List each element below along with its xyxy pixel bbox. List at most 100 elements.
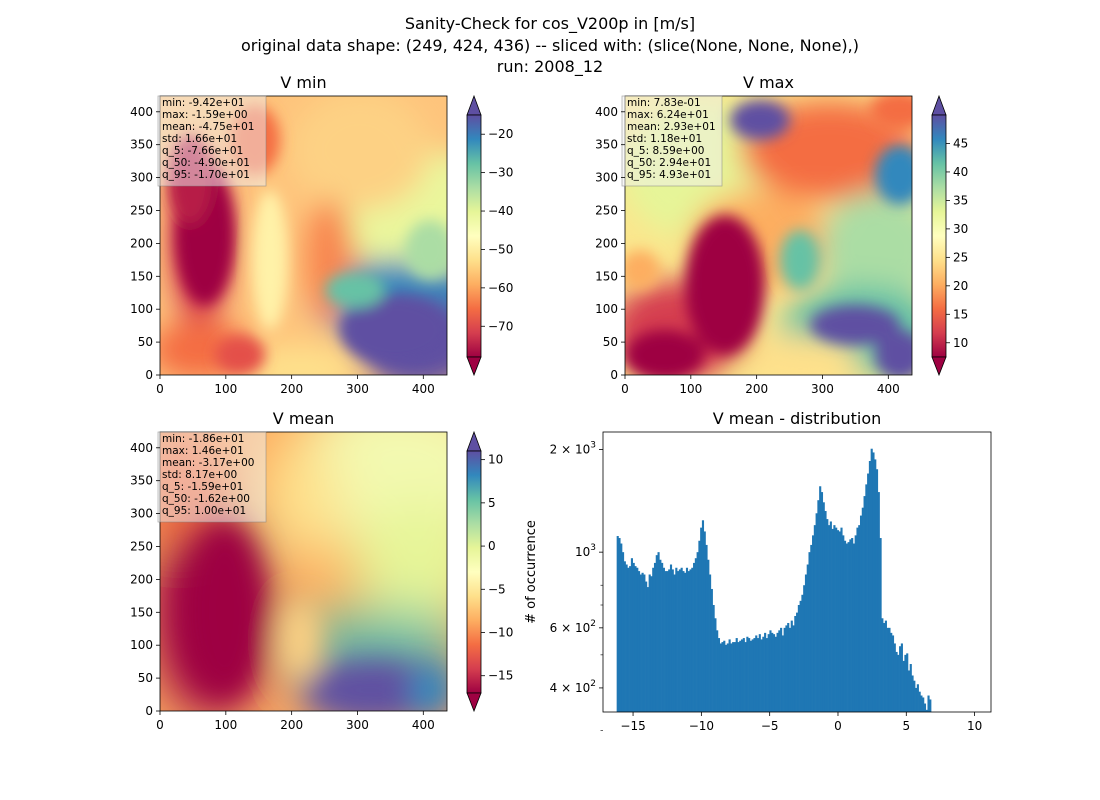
v-min-stat-line: min: -9.42e+01	[162, 97, 244, 109]
histogram-bar	[774, 636, 777, 712]
panel-v-min-colorbar: −70 −60 −50 −40 −30 −20	[466, 94, 513, 377]
y-tick-label: 200	[595, 236, 618, 250]
panel-v-mean-distribution: V mean - distribution # of occurrence −1…	[524, 409, 992, 733]
histogram-bar	[824, 511, 827, 712]
histogram-bar	[623, 561, 626, 712]
v-min-stat-line: q_95: -1.70e+01	[162, 169, 250, 181]
histogram-bar	[675, 567, 678, 712]
y-tick-label: 0	[145, 704, 153, 718]
x-tick-label: 300	[811, 382, 834, 396]
histogram-bar	[689, 569, 692, 712]
histogram-bar	[778, 630, 781, 712]
histogram-bar	[767, 634, 770, 712]
colorbar-gradient	[466, 450, 482, 694]
colorbar-tick-label: −60	[488, 281, 513, 295]
histogram-bar	[868, 461, 871, 712]
histogram-bar	[870, 448, 873, 712]
v-mean-stat-line: q_95: 1.00e+01	[162, 505, 246, 517]
colorbar-tick-label: −20	[488, 127, 513, 141]
histogram-bar	[859, 515, 863, 712]
figure-title-line-2: original data shape: (249, 424, 436) -- …	[241, 36, 859, 55]
histogram-bar	[895, 651, 898, 712]
histogram-bar	[680, 567, 683, 712]
histogram-bar	[843, 540, 847, 712]
histogram-bar	[678, 569, 681, 712]
histogram-bar	[739, 640, 742, 712]
histogram-bar	[772, 634, 776, 712]
histogram-bar	[927, 695, 930, 712]
histogram-bar	[725, 644, 728, 712]
y-tick-label: 4 × 102	[550, 679, 596, 695]
y-tick-label: 150	[130, 605, 153, 619]
histogram-bar	[710, 588, 713, 712]
histogram-bar	[762, 636, 765, 712]
x-tick-label: 0	[621, 382, 629, 396]
y-tick-label: 250	[130, 203, 153, 217]
colorbar-gradient	[931, 114, 947, 358]
histogram-bar	[629, 566, 632, 712]
colorbar-tick-label: 10	[953, 336, 968, 350]
y-tick-label: 103	[575, 543, 596, 559]
histogram-bar	[891, 635, 895, 712]
histogram-bar	[758, 634, 761, 712]
histogram-bar	[856, 527, 859, 712]
v-min-stat-line: mean: -4.75e+01	[162, 121, 254, 133]
histogram-bar	[655, 555, 658, 712]
histogram-bar	[637, 571, 641, 712]
colorbar-tick-label: −50	[488, 242, 513, 256]
histogram-bar	[771, 632, 774, 712]
histogram-bar	[845, 543, 848, 712]
panel-v-min-title: V min	[280, 73, 326, 92]
y-tick-label: 250	[595, 203, 618, 217]
histogram-bar	[721, 642, 724, 712]
histogram-bar	[780, 627, 783, 712]
histogram-bar	[636, 567, 639, 712]
histogram-bar	[918, 691, 921, 712]
histogram-bar	[886, 627, 889, 712]
y-tick-label: 350	[595, 138, 618, 152]
histogram-title: V mean - distribution	[713, 409, 882, 428]
histogram-bar	[627, 567, 630, 712]
x-tick-label: 100	[214, 382, 237, 396]
histogram-bar	[618, 538, 621, 712]
histogram-bar	[621, 552, 625, 712]
histogram-bar	[836, 530, 840, 712]
colorbar-tick-label: −70	[488, 319, 513, 333]
histogram-bar	[865, 484, 868, 712]
v-max-stat-line: q_5: 8.59e+00	[627, 145, 704, 157]
y-tick-label: 200	[130, 572, 153, 586]
colorbar-gradient	[466, 114, 482, 358]
y-tick-label: 400	[595, 105, 618, 119]
panel-v-max-stats-box: min: 7.83e-01 max: 6.24e+01 mean: 2.93e+…	[621, 95, 723, 187]
panel-v-mean-frame	[159, 431, 448, 712]
histogram-bar	[883, 622, 886, 712]
panel-v-min: V min	[130, 73, 513, 396]
y-tick-label: 350	[130, 474, 153, 488]
x-tick-label: 0	[156, 718, 164, 732]
y-tick-label: 50	[138, 671, 153, 685]
histogram-bar	[616, 536, 619, 712]
histogram-bar	[764, 632, 767, 712]
histogram-bar	[879, 538, 882, 712]
histogram-bar	[696, 552, 699, 712]
histogram-bar	[716, 630, 719, 712]
colorbar-tick-label: 15	[953, 307, 968, 321]
histogram-bar	[753, 638, 756, 712]
panel-v-max-frame	[624, 95, 913, 376]
histogram-bar	[625, 564, 628, 712]
histogram-bar	[813, 525, 816, 712]
histogram-bar	[808, 552, 811, 712]
histogram-bar	[897, 654, 900, 712]
histogram-bar	[701, 520, 705, 712]
histogram-bar	[630, 558, 633, 712]
histogram-bar	[788, 627, 792, 712]
histogram-bar	[632, 562, 635, 712]
histogram-bar	[849, 539, 852, 712]
histogram-bar	[819, 486, 822, 712]
histogram-bar	[732, 642, 735, 712]
panel-v-mean: V mean min: -1.86e+01 max:	[130, 409, 513, 732]
histogram-bar	[913, 680, 916, 712]
histogram-bar	[749, 640, 752, 712]
x-tick-label: −5	[761, 719, 779, 733]
